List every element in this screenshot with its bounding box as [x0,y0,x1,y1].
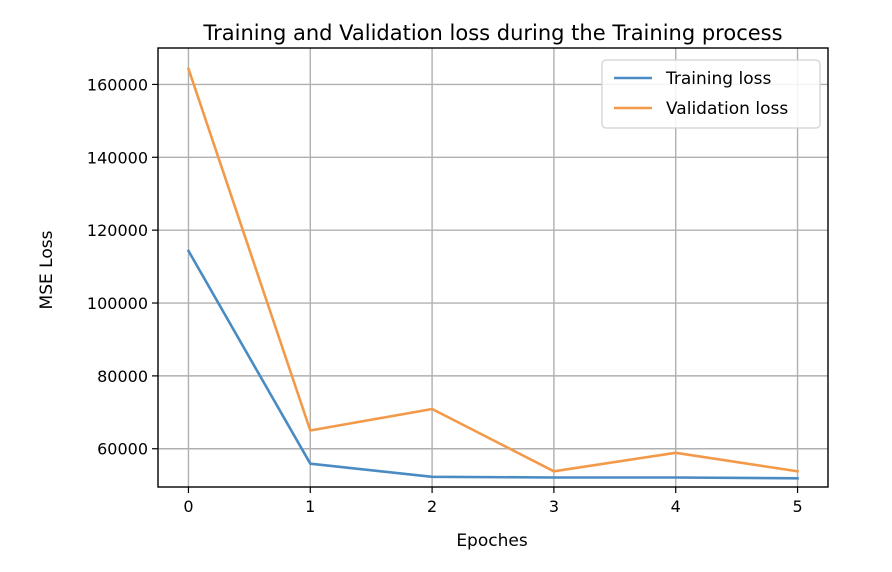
y-tick-label: 120000 [87,221,148,240]
legend: Training loss Validation loss [601,59,821,129]
chart-title: Training and Validation loss during the … [202,21,782,45]
y-tick-label: 140000 [87,148,148,167]
series-lines [186,67,799,480]
plot-frame [157,47,829,488]
y-tick-label: 80000 [97,367,148,386]
legend-label: Training loss [665,69,771,89]
axes [157,47,829,488]
legend-box [601,59,821,129]
y-axis-label: MSE Loss [37,230,57,309]
x-tick-label: 3 [549,497,559,516]
x-tick-label: 5 [792,497,802,516]
x-tick-label: 4 [671,497,681,516]
series-line-training-loss [186,249,799,480]
series-line-validation-loss [186,67,799,473]
ticks: 0 1 2 3 4 5 60000 80000 100000 120000 140000 160000 [87,75,803,516]
y-tick-label: 60000 [97,440,148,459]
x-tick-label: 2 [427,497,437,516]
x-tick-label: 1 [305,497,315,516]
y-tick-label: 100000 [87,294,148,313]
x-tick-label: 0 [183,497,193,516]
x-axis-label: Epoches [456,531,528,551]
legend-label: Validation loss [666,99,788,119]
y-tick-label: 160000 [87,75,148,94]
